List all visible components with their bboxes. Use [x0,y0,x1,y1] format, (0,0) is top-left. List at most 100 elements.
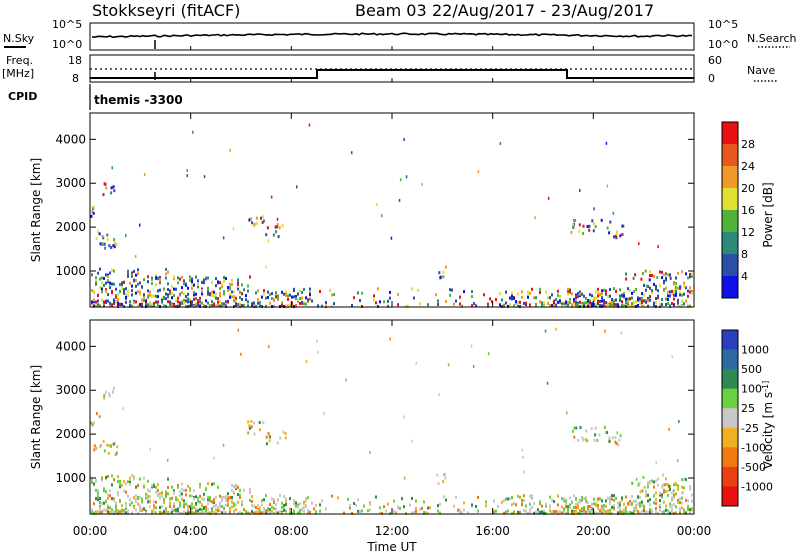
echo-cell [145,299,147,303]
echo-cell [209,293,211,297]
x-tick-label: 20:00 [576,524,611,538]
echo-cell [251,495,253,499]
echo-cell [477,495,479,499]
echo-cell [643,283,645,287]
echo-cell [261,511,263,515]
echo-cell [495,298,497,302]
echo-cell [133,477,135,481]
echo-cell [437,302,439,306]
echo-cell [157,492,159,496]
echo-cell [268,345,270,349]
echo-cell [121,504,123,508]
echo-cell [679,509,681,513]
echo-cell [415,507,417,510]
echo-cell [289,303,291,307]
echo-cell [649,274,651,277]
echo-cell [586,439,589,443]
echo-cell [107,496,109,500]
echo-cell [407,304,409,308]
echo-cell [373,294,375,298]
echo-cell [107,493,109,497]
echo-cell [235,485,237,489]
echo-cell [223,302,225,306]
echo-cell [287,304,289,308]
echo-cell [227,300,229,304]
echo-cell [90,421,93,425]
echo-cell [291,295,293,299]
echo-cell [561,304,563,308]
echo-cell [131,271,133,275]
echo-cell [97,510,99,514]
echo-cell [405,175,408,179]
echo-cell [201,288,203,292]
echo-cell [499,142,502,145]
echo-cell [139,303,141,306]
echo-cell [647,285,649,289]
echo-cell [239,296,241,300]
echo-cell [615,496,617,500]
echo-cell [177,484,179,487]
echo-cell [675,505,677,509]
echo-cell [169,300,171,304]
echo-cell [177,281,179,285]
echo-cell [683,292,685,296]
echo-cell [101,502,103,506]
echo-cell [257,504,259,507]
echo-cell [665,297,667,301]
echo-cell [111,268,113,272]
echo-cell [575,296,577,300]
echo-cell [232,227,235,231]
echo-cell [241,283,243,287]
echo-cell [201,508,203,512]
echo-cell [589,304,591,308]
echo-cell [207,482,209,486]
echo-cell [273,298,275,302]
echo-cell [685,477,687,481]
echo-cell [673,293,675,297]
echo-cell [95,446,98,450]
echo-cell [515,300,517,304]
colorbar-segment [722,188,738,211]
echo-cell [250,425,253,429]
echo-cell [669,273,671,277]
echo-cell [597,291,599,295]
y-tick-label: 1000 [55,264,86,278]
echo-cell [669,488,671,492]
echo-cell [149,301,151,305]
echo-cell [655,501,657,505]
echo-cell [101,477,103,480]
echo-cell [631,292,633,295]
echo-cell [112,185,115,189]
colorbar-segment [722,466,738,487]
echo-cell [623,511,625,515]
echo-cell [149,500,151,504]
echo-cell [637,495,639,499]
echo-cell [109,506,111,510]
echo-cell [397,292,399,296]
echo-cell [275,230,278,234]
echo-cell [601,304,603,308]
echo-cell [217,303,219,307]
echo-cell [615,298,617,302]
echo-cell [667,294,669,298]
echo-cell [677,299,679,303]
echo-cell [609,294,611,298]
echo-cell [265,435,268,439]
echo-cell [270,195,273,199]
echo-cell [267,508,269,512]
echo-cell [677,286,679,290]
echo-cell [127,274,129,278]
echo-cell [659,491,661,495]
echo-cell [103,300,105,304]
echo-cell [593,511,595,515]
echo-cell [683,285,686,288]
echo-cell [105,490,107,494]
echo-cell [597,497,599,501]
echo-cell [523,301,525,305]
echo-cell [631,481,634,485]
echo-cell [191,303,193,307]
echo-cell [173,508,175,512]
echo-cell [231,500,233,504]
echo-cell [233,502,235,506]
echo-cell [582,224,585,228]
